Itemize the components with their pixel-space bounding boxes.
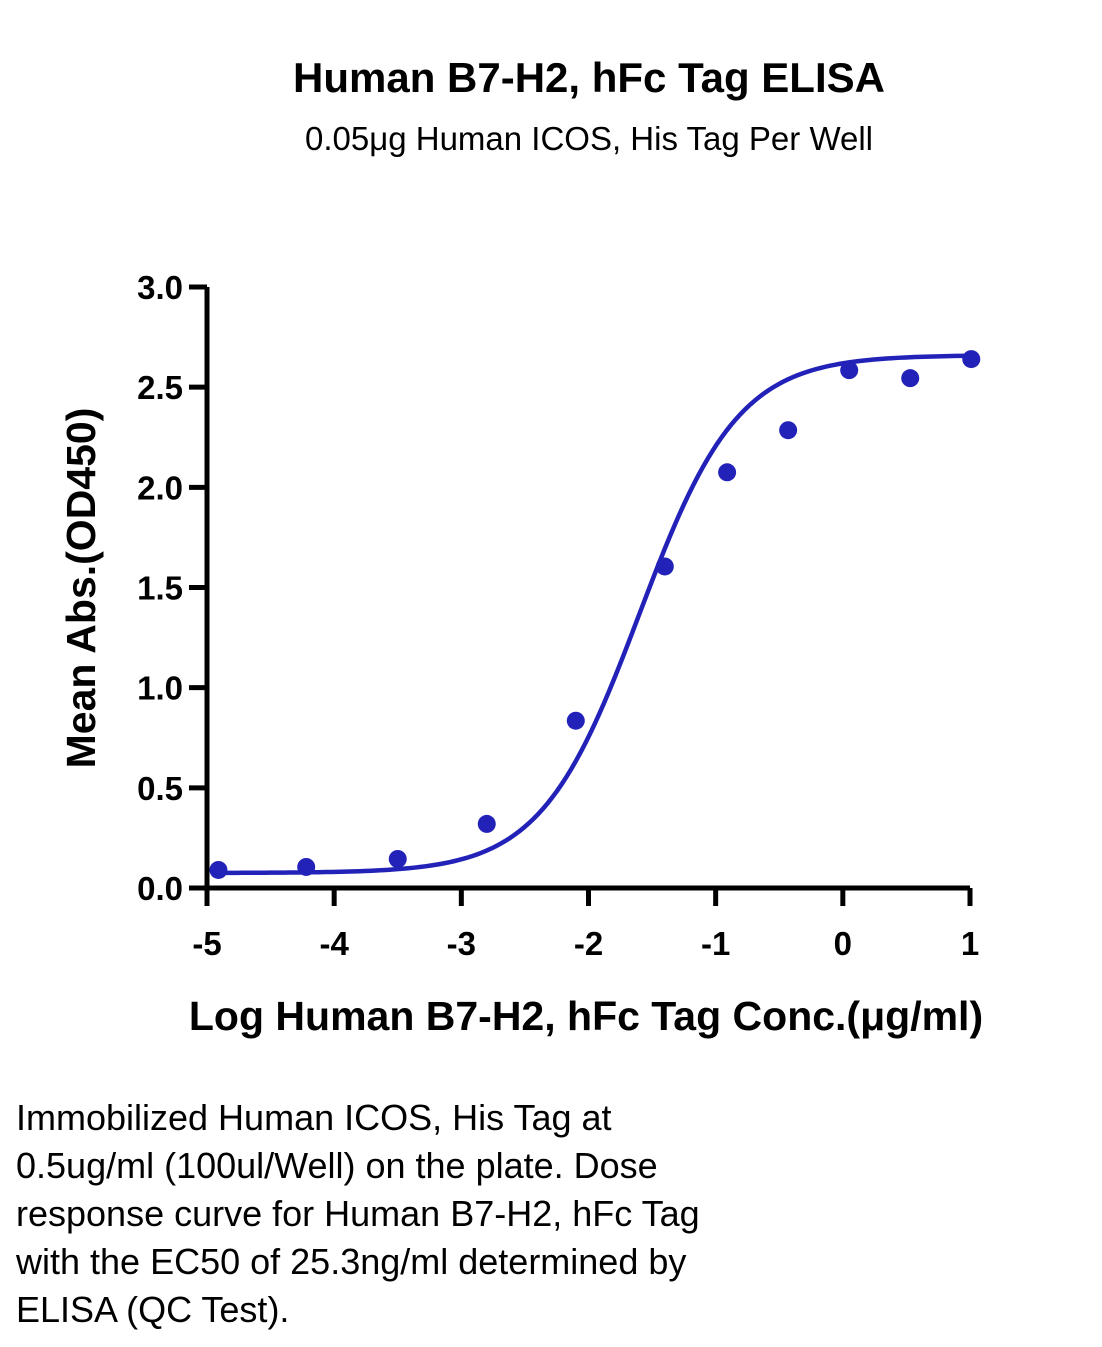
y-tick-label: 3.0 [137,269,183,306]
figure-caption: Immobilized Human ICOS, His Tag at 0.5ug… [16,1097,700,1330]
data-point [477,814,496,833]
y-tick-label: 0.5 [137,770,183,807]
data-point [901,369,920,388]
data-point [297,857,316,876]
y-tick-label: 2.0 [137,469,183,506]
y-axis-title: Mean Abs.(OD450) [58,408,104,769]
y-tick-label: 0.0 [137,870,183,907]
data-point [962,350,981,369]
x-tick-label: -4 [319,925,349,962]
fit-curve [218,353,972,876]
y-tick-label: 2.5 [137,369,183,406]
chart-subtitle: 0.05μg Human ICOS, His Tag Per Well [305,120,873,157]
data-point [840,361,859,380]
x-axis-ticks: -5 -4 -3 -2 -1 0 1 [192,888,979,962]
y-axis-ticks: 0.0 0.5 1.0 1.5 2.0 2.5 3.0 [137,269,207,907]
plot-area: 0.0 0.5 1.0 1.5 2.0 2.5 3.0 -5 -4 -3 -2 -1 0 1 [137,269,981,962]
elisa-chart: Human B7-H2, hFc Tag ELISA 0.05μg Human … [58,54,983,1039]
x-tick-label: -5 [192,925,221,962]
data-point [566,711,585,730]
x-tick-label: -1 [701,925,730,962]
data-point [655,557,674,576]
x-tick-label: -2 [574,925,603,962]
data-point [209,860,228,879]
data-point [718,463,737,482]
chart-title: Human B7-H2, hFc Tag ELISA [293,54,885,101]
y-tick-label: 1.5 [137,570,183,607]
data-point [388,849,407,868]
x-axis-title: Log Human B7-H2, hFc Tag Conc.(μg/ml) [189,993,983,1039]
y-tick-label: 1.0 [137,670,183,707]
data-point [779,421,798,440]
data-points [209,350,981,879]
x-tick-label: -3 [447,925,476,962]
x-tick-label: 0 [834,925,852,962]
x-tick-label: 1 [961,925,979,962]
